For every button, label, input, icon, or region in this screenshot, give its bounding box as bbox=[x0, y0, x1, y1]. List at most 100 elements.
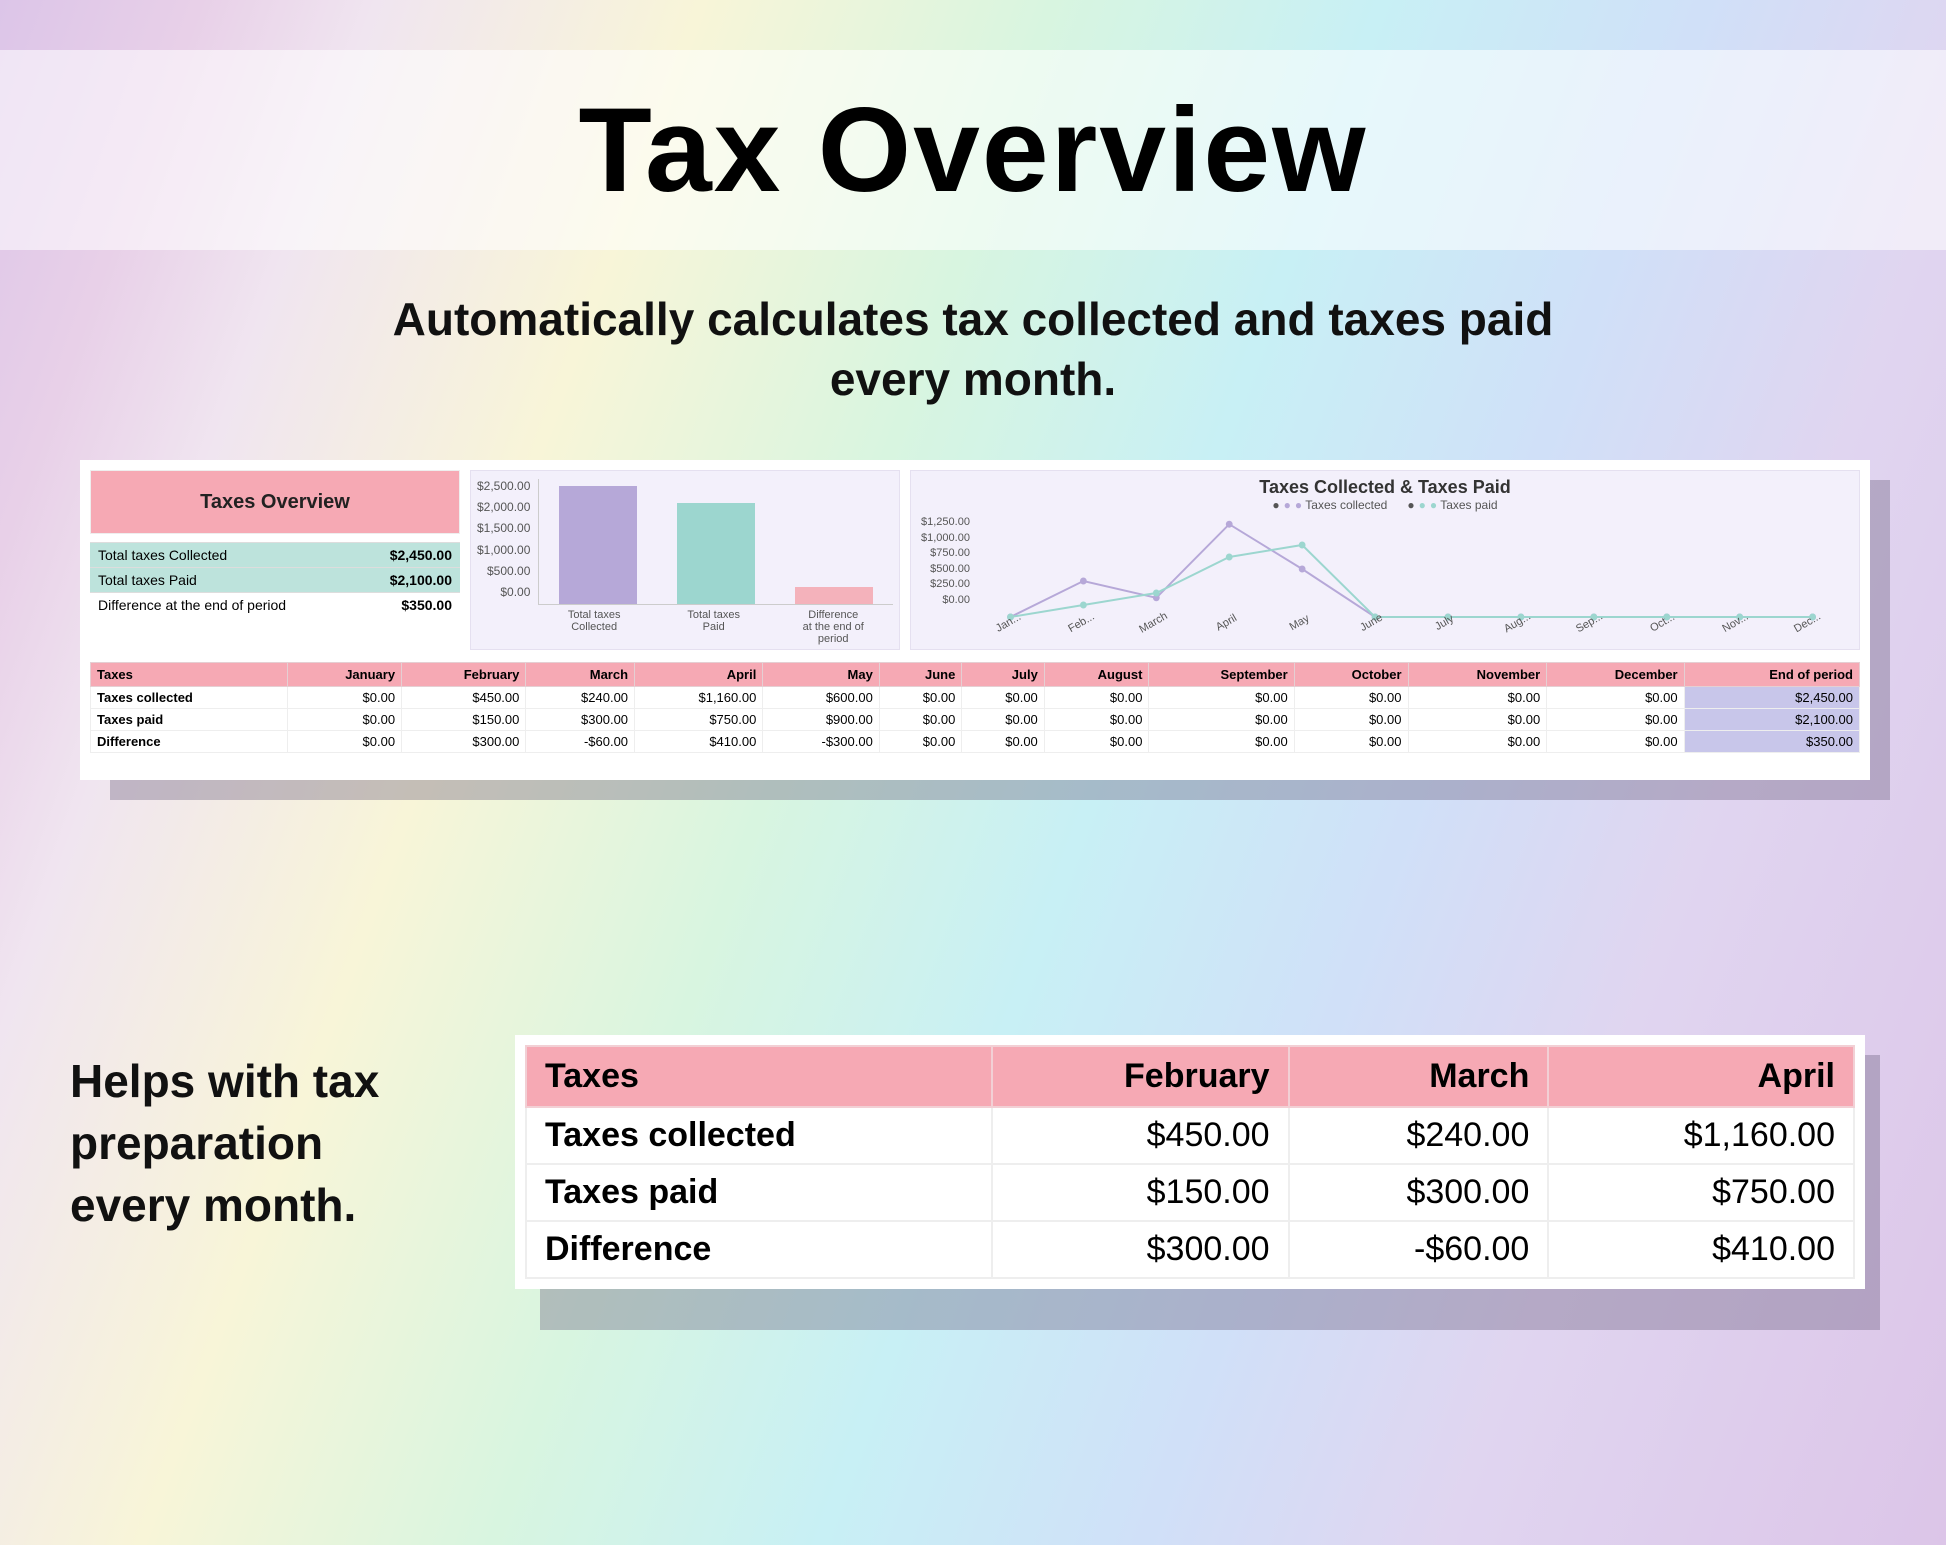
overview-row-label: Total taxes Collected bbox=[98, 547, 227, 563]
table-cell: $300.00 bbox=[1289, 1164, 1549, 1221]
bar-label: Total taxesCollected bbox=[534, 609, 654, 645]
table-cell: $0.00 bbox=[288, 731, 402, 753]
table-row: Taxes paid$150.00$300.00$750.00 bbox=[526, 1164, 1854, 1221]
bar-rect bbox=[677, 503, 755, 604]
table-cell: $750.00 bbox=[1548, 1164, 1854, 1221]
line-chart-xaxis: Jan...Feb...MarchAprilMayJuneJulyAug...S… bbox=[921, 635, 1849, 647]
bar-ytick: $2,500.00 bbox=[477, 479, 530, 493]
end-of-period-cell: $2,450.00 bbox=[1684, 687, 1859, 709]
overview-row-value: $2,450.00 bbox=[390, 547, 452, 563]
bar-ytick: $500.00 bbox=[477, 564, 530, 578]
row-label: Taxes paid bbox=[91, 709, 288, 731]
bar-ytick: $1,000.00 bbox=[477, 543, 530, 557]
dashboard-panel: Taxes Overview Total taxes Collected$2,4… bbox=[80, 460, 1870, 780]
bottom-caption: Helps with tax preparation every month. bbox=[70, 1050, 470, 1236]
table-cell: $0.00 bbox=[1149, 709, 1294, 731]
table-cell: $0.00 bbox=[1408, 709, 1547, 731]
table-cell: $0.00 bbox=[288, 709, 402, 731]
bar-chart-labels: Total taxesCollectedTotal taxesPaidDiffe… bbox=[534, 605, 893, 645]
table-header: August bbox=[1044, 663, 1149, 687]
bottom-caption-l2: preparation bbox=[70, 1117, 323, 1169]
row-label: Taxes paid bbox=[526, 1164, 992, 1221]
bar bbox=[549, 486, 647, 604]
monthly-table: TaxesJanuaryFebruaryMarchAprilMayJuneJul… bbox=[90, 662, 1860, 753]
bar-chart: $2,500.00$2,000.00$1,500.00$1,000.00$500… bbox=[470, 470, 900, 650]
table-cell: $240.00 bbox=[526, 687, 635, 709]
end-of-period-cell: $350.00 bbox=[1684, 731, 1859, 753]
overview-row-label: Total taxes Paid bbox=[98, 572, 197, 588]
line-ytick: $1,000.00 bbox=[921, 532, 970, 544]
table-cell: $0.00 bbox=[1044, 731, 1149, 753]
table-cell: $0.00 bbox=[1547, 709, 1684, 731]
overview-row-value: $350.00 bbox=[401, 597, 452, 613]
table-cell: $240.00 bbox=[1289, 1107, 1549, 1164]
table-cell: $0.00 bbox=[1547, 731, 1684, 753]
overview-row-value: $2,100.00 bbox=[390, 572, 452, 588]
table-header: November bbox=[1408, 663, 1547, 687]
overview-rows: Total taxes Collected $2,450.00 Total taxe… bbox=[90, 542, 460, 617]
line-ytick: $500.00 bbox=[921, 563, 970, 575]
table-cell: $0.00 bbox=[1294, 687, 1408, 709]
table-header: March bbox=[1289, 1046, 1549, 1107]
table-header: June bbox=[879, 663, 961, 687]
bar bbox=[785, 587, 883, 604]
table-header: December bbox=[1547, 663, 1684, 687]
line-chart: Taxes Collected & Taxes Paid ● Taxes col… bbox=[910, 470, 1860, 650]
table-cell: $0.00 bbox=[962, 687, 1044, 709]
detail-panel: TaxesFebruaryMarchAprilTaxes collected$4… bbox=[515, 1035, 1865, 1289]
page-title: Tax Overview bbox=[579, 81, 1368, 219]
table-header: October bbox=[1294, 663, 1408, 687]
table-cell: $0.00 bbox=[962, 731, 1044, 753]
table-cell: $0.00 bbox=[1149, 731, 1294, 753]
table-cell: $1,160.00 bbox=[635, 687, 763, 709]
table-cell: $750.00 bbox=[635, 709, 763, 731]
table-cell: $0.00 bbox=[879, 731, 961, 753]
table-cell: $0.00 bbox=[288, 687, 402, 709]
legend-item: ● Taxes collected bbox=[1272, 498, 1387, 512]
legend-item: ● Taxes paid bbox=[1407, 498, 1497, 512]
overview-box: Taxes Overview Total taxes Collected$2,4… bbox=[90, 470, 460, 650]
detail-table: TaxesFebruaryMarchAprilTaxes collected$4… bbox=[525, 1045, 1855, 1279]
table-cell: $0.00 bbox=[879, 709, 961, 731]
table-cell: $0.00 bbox=[1149, 687, 1294, 709]
table-row: Taxes collected$0.00$450.00$240.00$1,160… bbox=[91, 687, 1860, 709]
line-ytick: $250.00 bbox=[921, 578, 970, 590]
table-header: May bbox=[763, 663, 880, 687]
table-cell: $300.00 bbox=[526, 709, 635, 731]
table-cell: $150.00 bbox=[402, 709, 526, 731]
row-label: Taxes collected bbox=[91, 687, 288, 709]
table-cell: $0.00 bbox=[1408, 687, 1547, 709]
table-row: Taxes paid$0.00$150.00$300.00$750.00$900… bbox=[91, 709, 1860, 731]
table-cell: $0.00 bbox=[1408, 731, 1547, 753]
table-cell: $0.00 bbox=[1044, 687, 1149, 709]
bar-ytick: $0.00 bbox=[477, 585, 530, 599]
subtitle-line-2: every month. bbox=[830, 353, 1116, 405]
bar-label: Total taxesPaid bbox=[654, 609, 774, 645]
table-cell: $0.00 bbox=[962, 709, 1044, 731]
table-cell: -$60.00 bbox=[526, 731, 635, 753]
table-header: End of period bbox=[1684, 663, 1859, 687]
bottom-caption-l3: every month. bbox=[70, 1179, 356, 1231]
line-chart-yaxis: $1,250.00$1,000.00$750.00$500.00$250.00$… bbox=[921, 516, 974, 606]
title-band: Tax Overview bbox=[0, 50, 1946, 250]
table-header: July bbox=[962, 663, 1044, 687]
table-header: February bbox=[992, 1046, 1288, 1107]
line-chart-title: Taxes Collected & Taxes Paid bbox=[921, 477, 1849, 498]
line-ytick: $1,250.00 bbox=[921, 516, 970, 528]
table-row: Difference$300.00-$60.00$410.00 bbox=[526, 1221, 1854, 1278]
table-cell: $410.00 bbox=[1548, 1221, 1854, 1278]
bar-rect bbox=[795, 587, 873, 604]
end-of-period-cell: $2,100.00 bbox=[1684, 709, 1859, 731]
table-row: Taxes collected$450.00$240.00$1,160.00 bbox=[526, 1107, 1854, 1164]
table-cell: $0.00 bbox=[879, 687, 961, 709]
table-cell: $410.00 bbox=[635, 731, 763, 753]
table-header: February bbox=[402, 663, 526, 687]
table-cell: $900.00 bbox=[763, 709, 880, 731]
line-ytick: $0.00 bbox=[921, 594, 970, 606]
table-header-row: TaxesFebruaryMarchApril bbox=[526, 1046, 1854, 1107]
table-cell: -$60.00 bbox=[1289, 1221, 1549, 1278]
overview-row: Difference at the end of period$350.00 bbox=[90, 592, 460, 617]
bar bbox=[667, 503, 765, 604]
table-cell: $0.00 bbox=[1044, 709, 1149, 731]
dashboard-top-row: Taxes Overview Total taxes Collected$2,4… bbox=[90, 470, 1860, 650]
